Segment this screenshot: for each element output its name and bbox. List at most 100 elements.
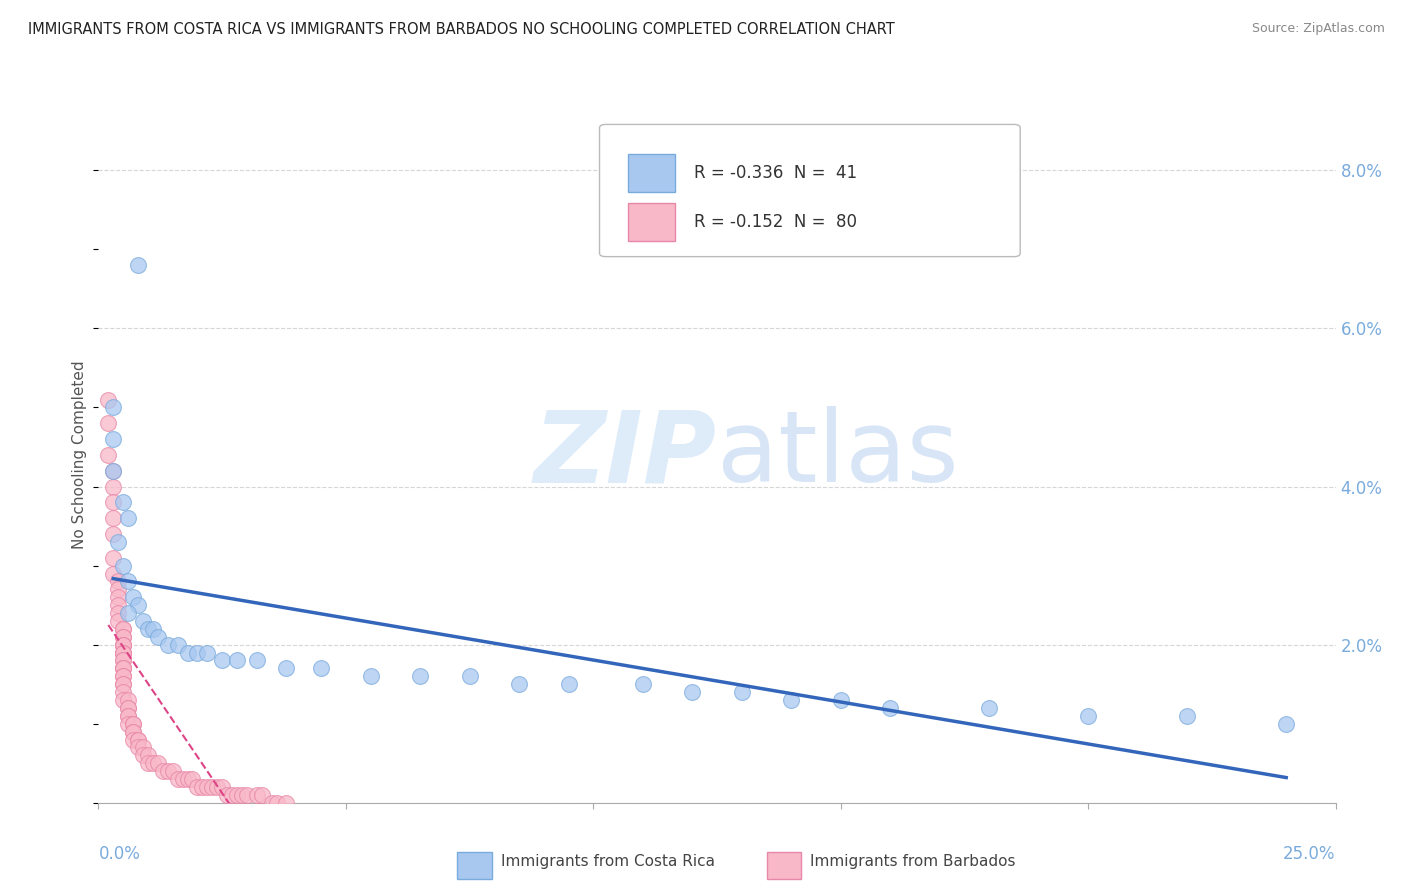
Text: IMMIGRANTS FROM COSTA RICA VS IMMIGRANTS FROM BARBADOS NO SCHOOLING COMPLETED CO: IMMIGRANTS FROM COSTA RICA VS IMMIGRANTS… [28, 22, 894, 37]
Point [112, 677, 135, 691]
Point [117, 701, 139, 715]
Point [186, 646, 208, 660]
Text: 25.0%: 25.0% [1284, 845, 1336, 863]
Point [226, 653, 249, 667]
Point [112, 622, 135, 636]
Point [117, 574, 139, 589]
Point [557, 677, 579, 691]
Point [112, 495, 135, 509]
Point [236, 788, 259, 802]
Point [122, 591, 145, 605]
Point [112, 661, 135, 675]
Point [181, 772, 204, 786]
Point [112, 669, 135, 683]
Point [127, 598, 149, 612]
Point [205, 780, 228, 794]
Text: R = -0.336  N =  41: R = -0.336 N = 41 [693, 164, 856, 182]
Point [112, 646, 135, 660]
Point [201, 780, 224, 794]
Point [146, 756, 169, 771]
Point [172, 772, 194, 786]
Point [136, 756, 159, 771]
Point [176, 646, 198, 660]
Point [107, 598, 129, 612]
Point [117, 708, 139, 723]
Text: ZIP: ZIP [534, 407, 717, 503]
FancyBboxPatch shape [457, 852, 492, 880]
Point [117, 708, 139, 723]
Point [142, 622, 165, 636]
Point [122, 724, 145, 739]
Point [162, 764, 184, 779]
Point [309, 661, 332, 675]
Point [127, 258, 149, 272]
FancyBboxPatch shape [628, 202, 675, 241]
Point [107, 606, 129, 620]
Point [360, 669, 382, 683]
Point [112, 669, 135, 683]
Point [166, 638, 188, 652]
Point [97, 392, 120, 407]
Point [117, 693, 139, 707]
Point [107, 574, 129, 589]
Point [260, 796, 283, 810]
Point [231, 788, 253, 802]
Point [156, 638, 179, 652]
Point [122, 716, 145, 731]
Point [127, 740, 149, 755]
Point [146, 630, 169, 644]
Point [112, 677, 135, 691]
Point [103, 432, 125, 446]
Point [276, 661, 298, 675]
Point [1175, 708, 1198, 723]
Point [103, 401, 125, 415]
Point [226, 788, 249, 802]
Point [112, 638, 135, 652]
Point [250, 788, 273, 802]
Point [217, 788, 239, 802]
FancyBboxPatch shape [628, 154, 675, 193]
Point [97, 448, 120, 462]
Point [97, 417, 120, 431]
Point [112, 630, 135, 644]
Point [458, 669, 481, 683]
Point [103, 566, 125, 581]
Point [107, 534, 129, 549]
Point [142, 756, 165, 771]
Point [136, 622, 159, 636]
Point [127, 732, 149, 747]
Point [103, 464, 125, 478]
Point [103, 527, 125, 541]
Point [276, 796, 298, 810]
Point [122, 724, 145, 739]
Point [132, 614, 155, 628]
Point [112, 638, 135, 652]
Point [107, 582, 129, 597]
Point [1077, 708, 1099, 723]
Point [211, 780, 233, 794]
Point [508, 677, 530, 691]
Point [103, 495, 125, 509]
Point [132, 740, 155, 755]
Point [112, 646, 135, 660]
Point [195, 780, 218, 794]
Point [112, 638, 135, 652]
Point [221, 788, 243, 802]
Point [631, 677, 654, 691]
Point [112, 630, 135, 644]
Point [1275, 716, 1298, 731]
Point [176, 772, 198, 786]
Point [152, 764, 174, 779]
Point [103, 464, 125, 478]
Text: Source: ZipAtlas.com: Source: ZipAtlas.com [1251, 22, 1385, 36]
Point [246, 788, 269, 802]
Point [681, 685, 703, 699]
Point [103, 550, 125, 565]
Text: R = -0.152  N =  80: R = -0.152 N = 80 [693, 213, 856, 231]
Point [117, 606, 139, 620]
Point [879, 701, 901, 715]
Point [191, 780, 214, 794]
Point [122, 716, 145, 731]
Point [246, 653, 269, 667]
Point [166, 772, 188, 786]
